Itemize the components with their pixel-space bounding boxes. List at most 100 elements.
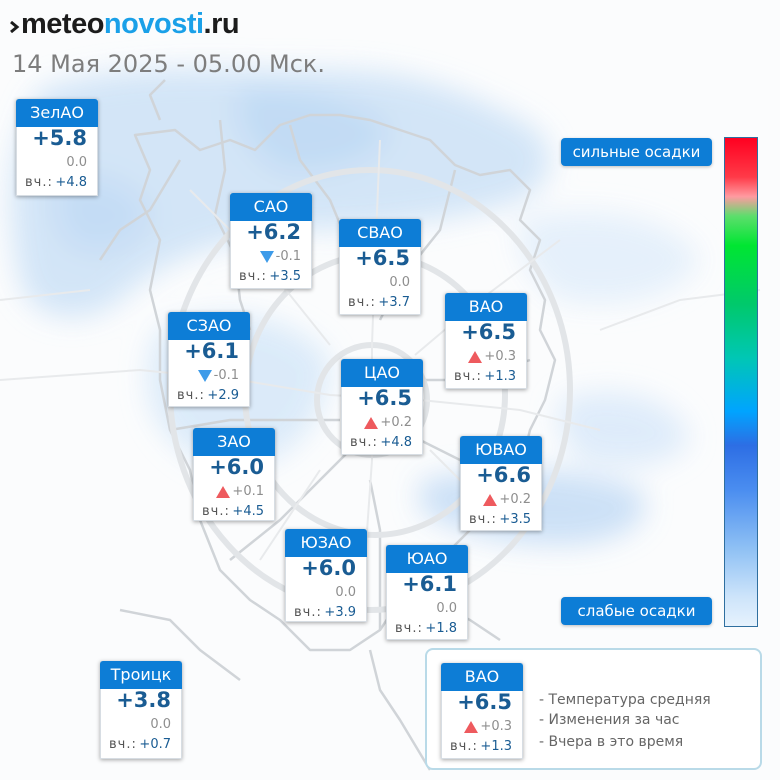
yesterday-value: +2.9 bbox=[207, 388, 239, 403]
district-name: САО bbox=[230, 193, 312, 221]
district-temp: +6.5 bbox=[355, 246, 410, 270]
district-change: 0.0 bbox=[436, 601, 457, 616]
district-yesterday: вч.: +1.3 bbox=[454, 369, 516, 384]
yesterday-label: вч.: bbox=[25, 175, 53, 190]
precip-color-scale bbox=[724, 137, 758, 627]
district-name: ЗАО bbox=[193, 428, 275, 456]
yesterday-label: вч.: bbox=[395, 621, 423, 636]
district-card-yuao: ЮАО +6.1 0.0 вч.: +1.8 bbox=[386, 545, 468, 640]
district-yesterday: вч.: +3.5 bbox=[239, 269, 301, 284]
yesterday-label: вч.: bbox=[239, 269, 267, 284]
change-value: -0.1 bbox=[275, 249, 301, 264]
district-card-szao: СЗАО +6.1 -0.1 вч.: +2.9 bbox=[168, 312, 250, 407]
forecast-datetime: 14 Мая 2025 - 05.00 Мск. bbox=[12, 50, 326, 78]
district-change: -0.1 bbox=[259, 249, 301, 264]
change-value: 0.0 bbox=[436, 601, 457, 616]
district-name: ЮАО bbox=[386, 545, 468, 573]
change-value: 0.0 bbox=[150, 717, 171, 732]
district-card-sao: САО +6.2 -0.1 вч.: +3.5 bbox=[230, 193, 312, 289]
district-temp: +6.1 bbox=[402, 572, 457, 596]
change-value: 0.0 bbox=[335, 585, 356, 600]
district-card-svao: СВАО +6.5 0.0 вч.: +3.7 bbox=[339, 219, 421, 315]
district-change: 0.0 bbox=[335, 585, 356, 600]
district-name: ЮВАО bbox=[460, 436, 542, 464]
legend-text-avg-temp: - Температура средняя bbox=[539, 692, 711, 708]
trend-up-icon bbox=[468, 350, 483, 363]
yesterday-value: +4.5 bbox=[232, 504, 264, 519]
trend-up-icon bbox=[216, 485, 231, 498]
yesterday-label: вч.: bbox=[294, 605, 322, 620]
district-name: ВАО bbox=[441, 663, 523, 691]
district-name: ЗелАО bbox=[16, 99, 98, 127]
district-yesterday: вч.: +1.3 bbox=[450, 739, 512, 754]
yesterday-value: +3.7 bbox=[378, 295, 410, 310]
district-name: СЗАО bbox=[168, 312, 250, 340]
change-value: +0.1 bbox=[232, 484, 264, 499]
yesterday-value: +4.8 bbox=[55, 175, 87, 190]
legend-text-hourly-change: - Изменения за час bbox=[539, 712, 680, 728]
district-name: Троицк bbox=[100, 661, 182, 689]
legend-box: ВАО +6.5 +0.3 вч.: +1.3 - Температура сре… bbox=[425, 648, 762, 770]
district-change: +0.3 bbox=[468, 349, 516, 364]
district-name: СВАО bbox=[339, 219, 421, 247]
brand-part2: novosti bbox=[103, 8, 204, 40]
yesterday-label: вч.: bbox=[469, 512, 497, 527]
brand-part3: .ru bbox=[203, 8, 240, 40]
yesterday-label: вч.: bbox=[454, 369, 482, 384]
district-temp: +6.5 bbox=[461, 320, 516, 344]
strong-precip-label: сильные осадки bbox=[561, 138, 712, 166]
district-change: 0.0 bbox=[150, 717, 171, 732]
trend-up-icon bbox=[364, 416, 379, 429]
yesterday-label: вч.: bbox=[348, 295, 376, 310]
yesterday-value: +1.3 bbox=[484, 369, 516, 384]
yesterday-label: вч.: bbox=[202, 504, 230, 519]
change-value: 0.0 bbox=[66, 155, 87, 170]
district-yesterday: вч.: +4.8 bbox=[350, 435, 412, 450]
district-card-cao: ЦАО +6.5 +0.2 вч.: +4.8 bbox=[341, 359, 423, 455]
yesterday-value: +4.8 bbox=[380, 435, 412, 450]
district-yesterday: вч.: +3.5 bbox=[469, 512, 531, 527]
district-card-yuvao: ЮВАО +6.6 +0.2 вч.: +3.5 bbox=[460, 436, 542, 531]
yesterday-label: вч.: bbox=[177, 388, 205, 403]
district-yesterday: вч.: +4.5 bbox=[202, 504, 264, 519]
legend-sample-card: ВАО +6.5 +0.3 вч.: +1.3 bbox=[441, 663, 523, 759]
district-temp: +6.0 bbox=[209, 455, 264, 479]
district-yesterday: вч.: +4.8 bbox=[25, 175, 87, 190]
district-name: ЦАО bbox=[341, 359, 423, 387]
district-card-troitsk: Троицк +3.8 0.0 вч.: +0.7 bbox=[100, 661, 182, 759]
yesterday-value: +1.3 bbox=[480, 739, 512, 754]
change-value: +0.2 bbox=[499, 492, 531, 507]
yesterday-label: вч.: bbox=[350, 435, 378, 450]
district-card-zelao: ЗелАО +5.8 0.0 вч.: +4.8 bbox=[16, 99, 98, 196]
district-temp: +6.1 bbox=[184, 339, 239, 363]
change-value: 0.0 bbox=[389, 275, 410, 290]
trend-up-icon bbox=[483, 493, 498, 506]
district-change: 0.0 bbox=[389, 275, 410, 290]
district-yesterday: вч.: +2.9 bbox=[177, 388, 239, 403]
district-temp: +6.5 bbox=[357, 386, 412, 410]
district-card-vao: ВАО +6.5 +0.3 вч.: +1.3 bbox=[445, 293, 527, 389]
district-name: ВАО bbox=[445, 293, 527, 321]
district-temp: +6.0 bbox=[301, 556, 356, 580]
yesterday-label: вч.: bbox=[109, 737, 137, 752]
district-card-zao: ЗАО +6.0 +0.1 вч.: +4.5 bbox=[193, 428, 275, 521]
district-temp: +3.8 bbox=[116, 688, 171, 712]
brand-part1: meteo bbox=[21, 8, 104, 40]
district-temp: +6.5 bbox=[457, 690, 512, 714]
change-value: +0.3 bbox=[484, 349, 516, 364]
change-value: -0.1 bbox=[213, 368, 239, 383]
trend-down-icon bbox=[197, 369, 212, 382]
yesterday-value: +3.9 bbox=[324, 605, 356, 620]
district-change: +0.2 bbox=[483, 492, 531, 507]
district-yesterday: вч.: +1.8 bbox=[395, 621, 457, 636]
weak-precip-label: слабые осадки bbox=[561, 597, 712, 625]
district-name: ЮЗАО bbox=[285, 529, 367, 557]
trend-down-icon bbox=[259, 250, 274, 263]
yesterday-value: +3.5 bbox=[499, 512, 531, 527]
brand-logo: meteonovosti.ru bbox=[10, 6, 240, 42]
legend-text-yesterday: - Вчера в это время bbox=[539, 734, 684, 750]
district-temp: +5.8 bbox=[32, 126, 87, 150]
district-yesterday: вч.: +0.7 bbox=[109, 737, 171, 752]
district-change: 0.0 bbox=[66, 155, 87, 170]
